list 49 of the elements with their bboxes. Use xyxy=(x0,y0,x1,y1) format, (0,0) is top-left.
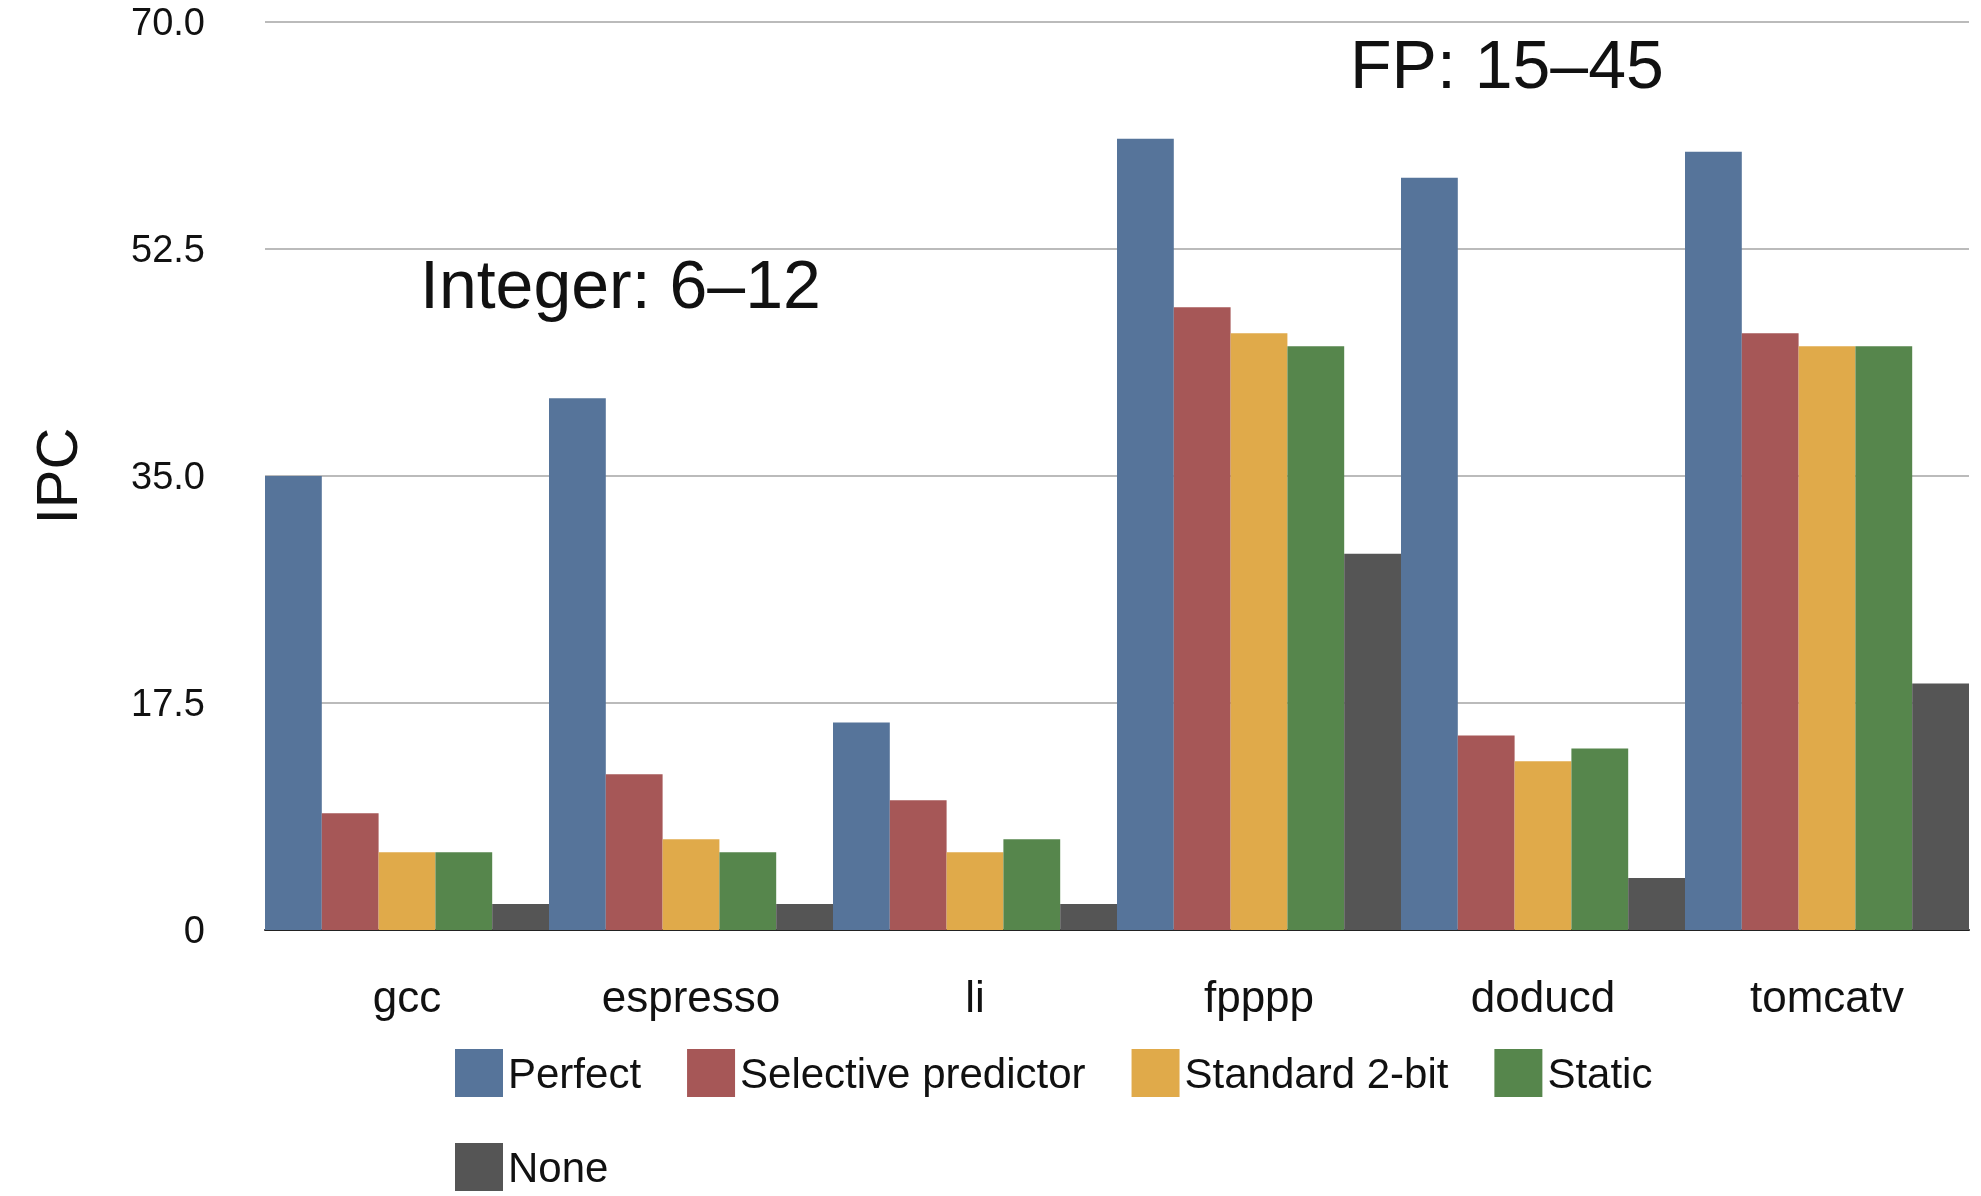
bar xyxy=(605,774,663,930)
bar xyxy=(1571,748,1629,930)
annotation: Integer: 6–12 xyxy=(420,246,821,322)
y-tick-label: 17.5 xyxy=(131,682,205,724)
bar xyxy=(435,852,493,930)
bar xyxy=(1117,138,1174,930)
legend-label: Perfect xyxy=(508,1049,642,1097)
bar xyxy=(833,722,890,930)
bar xyxy=(889,800,947,930)
bar xyxy=(1287,346,1345,930)
bar xyxy=(946,852,1004,930)
bar xyxy=(378,852,436,930)
annotation: FP: 15–45 xyxy=(1350,26,1664,102)
y-tick-label: 0 xyxy=(183,909,205,951)
bar xyxy=(1401,177,1458,930)
bar xyxy=(492,904,549,930)
y-tick-label: 35.0 xyxy=(131,455,205,497)
bar xyxy=(265,476,322,930)
y-tick-label: 52.5 xyxy=(131,228,205,270)
bar xyxy=(1855,346,1913,930)
x-tick-label: tomcatv xyxy=(1749,971,1905,1021)
bar xyxy=(1798,346,1856,930)
bar xyxy=(1457,735,1515,930)
y-axis-title: IPC xyxy=(23,427,89,525)
legend-label: None xyxy=(508,1143,609,1191)
bar xyxy=(719,852,777,930)
bar xyxy=(776,904,833,930)
y-tick-label: 70.0 xyxy=(131,1,205,43)
bar xyxy=(662,839,720,930)
bar xyxy=(1003,839,1061,930)
bar xyxy=(1173,307,1231,930)
legend-label: Standard 2-bit xyxy=(1184,1049,1449,1097)
legend-label: Selective predictor xyxy=(740,1049,1086,1097)
bar xyxy=(1741,333,1799,930)
legend-label: Static xyxy=(1547,1049,1653,1097)
x-tick-label: espresso xyxy=(601,971,781,1021)
bar xyxy=(1514,761,1572,930)
x-tick-label: doducd xyxy=(1470,971,1616,1021)
bar xyxy=(1060,904,1117,930)
bar xyxy=(1685,151,1742,930)
bar xyxy=(321,813,379,930)
bar xyxy=(1344,553,1401,930)
x-tick-label: li xyxy=(965,971,985,1021)
x-tick-label: gcc xyxy=(372,971,442,1021)
bar xyxy=(549,398,606,930)
x-tick-label: fpppp xyxy=(1203,971,1315,1021)
bar xyxy=(1230,333,1288,930)
bar xyxy=(1912,683,1969,930)
bar xyxy=(1628,878,1685,930)
